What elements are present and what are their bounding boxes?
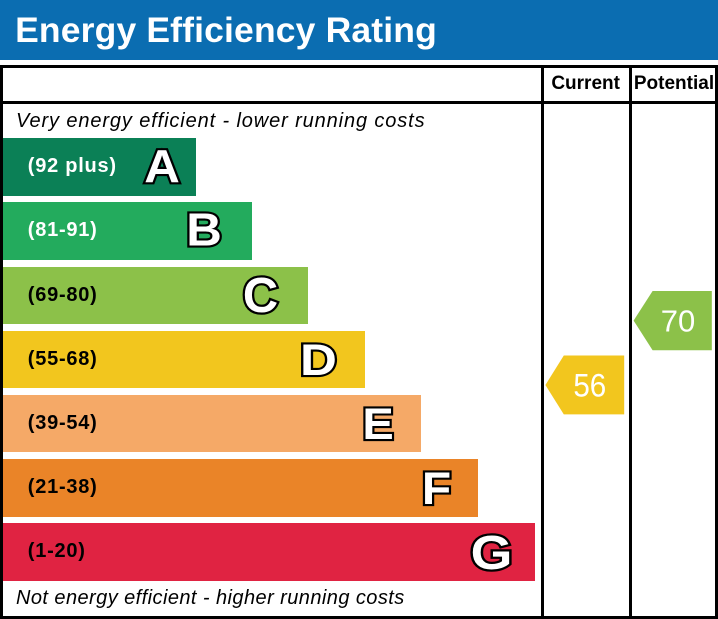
svg-text:D: D xyxy=(300,336,337,385)
svg-text:A: A xyxy=(144,141,180,192)
svg-text:G: G xyxy=(471,526,513,580)
svg-text:56: 56 xyxy=(573,367,606,403)
svg-text:F: F xyxy=(422,463,451,514)
svg-text:C: C xyxy=(243,269,278,323)
svg-text:70: 70 xyxy=(661,304,695,339)
svg-text:B: B xyxy=(186,205,222,256)
svg-text:E: E xyxy=(362,398,393,449)
